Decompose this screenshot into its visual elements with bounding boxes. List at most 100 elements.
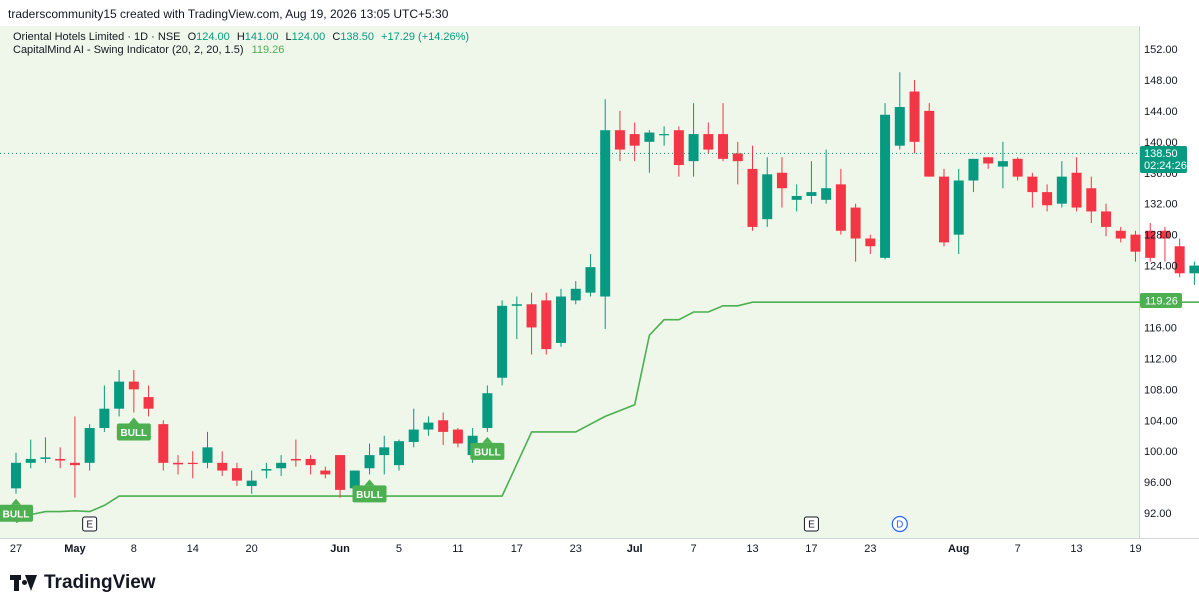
candlestick-series[interactable] — [11, 72, 1199, 498]
candle[interactable] — [290, 439, 301, 467]
price-axis[interactable]: 92.00 96.00 100.00 104.00 108.00 112.00 116.00… — [1144, 44, 1178, 520]
candle[interactable] — [1145, 223, 1156, 262]
candle[interactable] — [865, 234, 876, 254]
candle[interactable] — [541, 292, 552, 355]
candle[interactable] — [393, 439, 404, 471]
candle[interactable] — [114, 370, 125, 417]
candle[interactable] — [231, 462, 242, 487]
candle[interactable] — [69, 416, 80, 498]
candle[interactable] — [482, 385, 493, 432]
candle[interactable] — [644, 130, 655, 173]
candle[interactable] — [364, 443, 375, 475]
tradingview-logo[interactable]: TradingView — [10, 572, 156, 594]
candle[interactable] — [217, 451, 228, 476]
time-axis[interactable]: 27 May 8 14 20 Jun 5 11 17 23 Jul 7 13 17 23 Aug 7 13 19 — [10, 543, 1142, 555]
candle[interactable] — [276, 455, 287, 476]
candle[interactable] — [11, 452, 21, 494]
candle[interactable] — [585, 253, 596, 297]
candle[interactable] — [84, 424, 95, 471]
candle[interactable] — [158, 420, 169, 471]
candle[interactable] — [880, 103, 891, 260]
indicator-name: CapitalMind AI - Swing Indicator (20, 2,… — [13, 44, 244, 56]
candle[interactable] — [187, 451, 198, 479]
candle[interactable] — [718, 103, 729, 162]
candle[interactable] — [1101, 203, 1112, 237]
candle[interactable] — [1086, 176, 1097, 224]
candle[interactable] — [997, 141, 1008, 189]
candle[interactable] — [1189, 261, 1199, 285]
candle[interactable] — [850, 203, 861, 262]
time-tick-label: Jun — [330, 543, 350, 555]
candle[interactable] — [835, 168, 846, 235]
candle-body — [84, 428, 95, 463]
candle[interactable] — [1042, 184, 1053, 212]
candle[interactable] — [938, 168, 949, 247]
candle[interactable] — [1012, 157, 1023, 181]
candle[interactable] — [423, 416, 434, 436]
candle-body — [335, 455, 346, 490]
candle[interactable] — [806, 161, 817, 204]
candle[interactable] — [40, 437, 51, 463]
candle[interactable] — [629, 122, 640, 162]
candle[interactable] — [983, 157, 994, 169]
candle[interactable] — [968, 158, 979, 193]
candle[interactable] — [99, 385, 110, 432]
candle[interactable] — [438, 412, 449, 446]
candle[interactable] — [556, 288, 567, 347]
candle[interactable] — [703, 122, 714, 154]
earnings-marker-box — [803, 516, 819, 532]
time-tick-label: 17 — [511, 543, 523, 555]
candle[interactable] — [762, 157, 773, 227]
candle[interactable] — [924, 103, 935, 177]
candle[interactable] — [408, 408, 419, 448]
candle[interactable] — [570, 281, 581, 305]
candle[interactable] — [791, 184, 802, 212]
candle[interactable] — [202, 431, 213, 469]
candle[interactable] — [747, 145, 758, 231]
candle[interactable] — [732, 141, 743, 185]
candle[interactable] — [320, 466, 331, 479]
candle[interactable] — [497, 300, 508, 386]
candle[interactable] — [688, 103, 699, 177]
candle-body — [865, 238, 876, 247]
candle[interactable] — [511, 296, 522, 340]
candle[interactable] — [953, 168, 964, 254]
candle[interactable] — [261, 462, 272, 479]
earnings-marker[interactable]: E — [803, 516, 819, 532]
candle[interactable] — [335, 455, 346, 498]
candle[interactable] — [143, 385, 154, 417]
earnings-marker[interactable]: E — [82, 516, 98, 532]
candle[interactable] — [776, 157, 787, 208]
candle[interactable] — [659, 126, 670, 146]
candle[interactable] — [1071, 157, 1082, 212]
candle[interactable] — [305, 455, 316, 475]
candle[interactable] — [379, 435, 390, 475]
candle-body — [880, 114, 891, 258]
legend-close: 138.50 — [340, 31, 374, 43]
candle[interactable] — [673, 126, 684, 177]
candle[interactable] — [1130, 230, 1141, 262]
candle[interactable] — [452, 428, 463, 448]
candle[interactable] — [821, 149, 832, 204]
candle-body — [1071, 172, 1082, 208]
candle[interactable] — [1056, 161, 1067, 208]
candle[interactable] — [600, 99, 611, 330]
candle[interactable] — [614, 110, 625, 162]
candle[interactable] — [173, 455, 184, 475]
candle[interactable] — [526, 292, 537, 355]
candle[interactable] — [894, 72, 905, 150]
dividend-marker[interactable]: D — [891, 515, 908, 533]
candle[interactable] — [1159, 226, 1170, 262]
candle[interactable] — [1027, 172, 1038, 208]
candle[interactable] — [25, 439, 36, 469]
candle[interactable] — [246, 470, 257, 494]
candle[interactable] — [1115, 226, 1126, 243]
candle[interactable] — [128, 370, 139, 413]
candle-body — [1145, 230, 1156, 258]
candle[interactable] — [55, 447, 66, 469]
candle[interactable] — [909, 79, 920, 154]
countdown-text: 02:24:26 — [1144, 160, 1187, 172]
candle[interactable] — [1174, 238, 1185, 278]
